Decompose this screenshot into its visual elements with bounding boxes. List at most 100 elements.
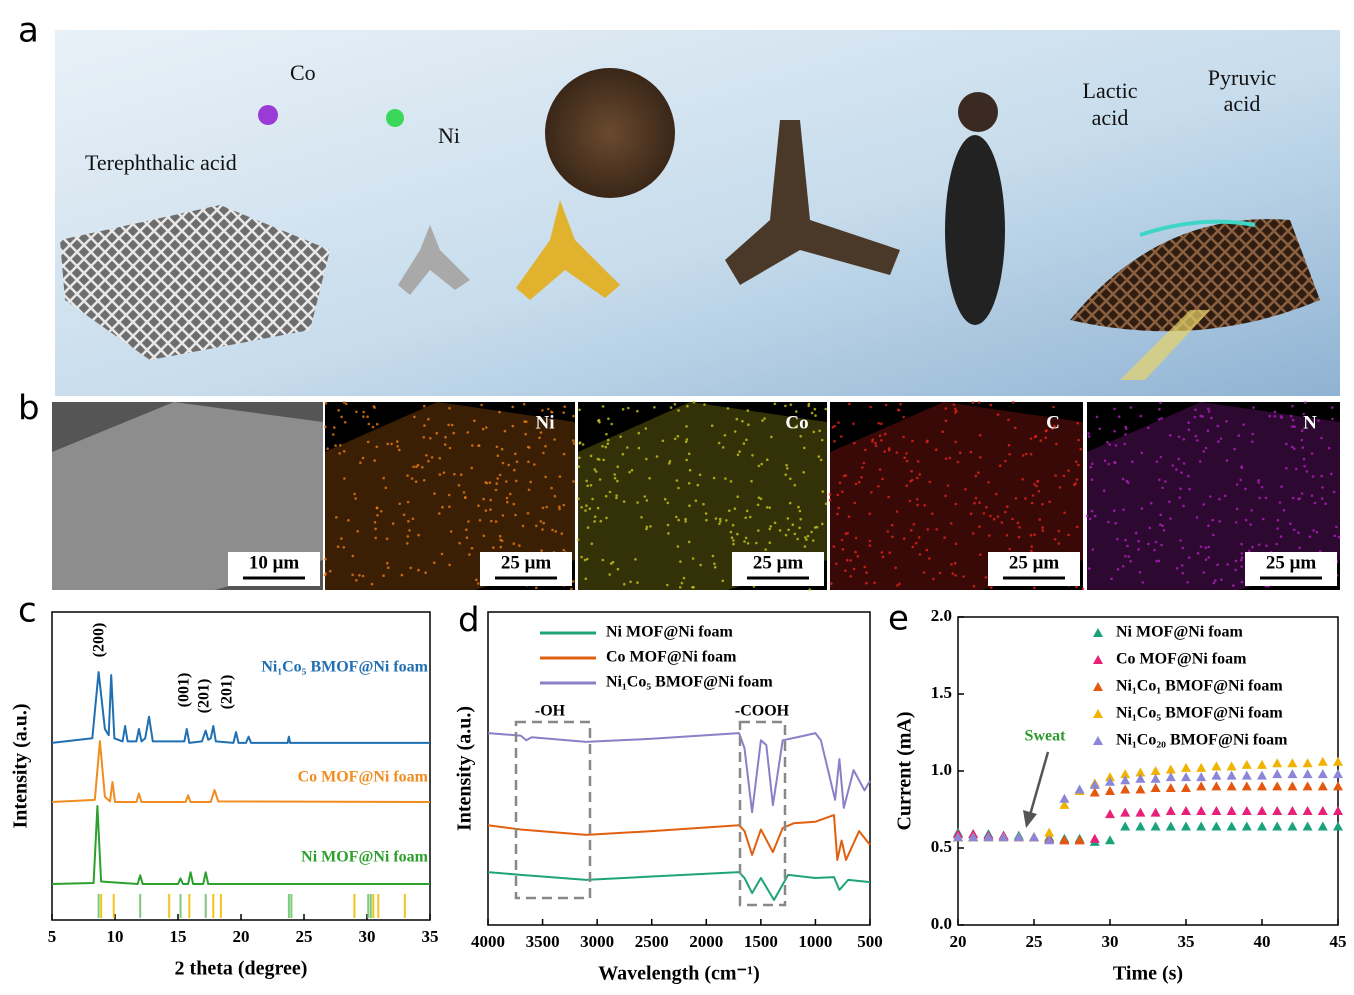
eds-dot [1285, 467, 1288, 470]
eds-dot [344, 421, 347, 424]
eds-dot [594, 515, 597, 518]
eds-dot [870, 491, 873, 494]
element-label: C [1046, 412, 1060, 433]
eds-dot [1088, 567, 1091, 570]
data-point [1090, 834, 1100, 843]
eds-dot [1311, 494, 1314, 497]
eds-dot [945, 407, 948, 410]
eds-dot [453, 473, 456, 476]
eds-dot [1292, 419, 1295, 422]
eds-dot [475, 579, 478, 582]
eds-dot [910, 470, 913, 473]
eds-dot [1265, 545, 1268, 548]
eds-dot [337, 409, 340, 412]
eds-dot [774, 403, 777, 406]
eds-dot [563, 453, 566, 456]
eds-dot [1235, 560, 1238, 563]
eds-dot [1301, 492, 1304, 495]
eds-dot [376, 506, 379, 509]
eds-dot [1208, 410, 1211, 413]
eds-dot [785, 534, 788, 537]
eds-dot [796, 538, 799, 541]
eds-dot [997, 413, 1000, 416]
eds-dot [802, 471, 805, 474]
eds-dot [1055, 443, 1058, 446]
eds-dot [887, 496, 890, 499]
data-point [1166, 772, 1176, 781]
eds-dot [1244, 488, 1247, 491]
eds-dot [769, 528, 772, 531]
y-axis-label: Current (mA) [894, 711, 916, 830]
eds-dot [563, 549, 566, 552]
eds-dot [527, 446, 530, 449]
eds-dot [898, 583, 901, 586]
eds-dot [918, 536, 921, 539]
data-point [1196, 821, 1206, 830]
eds-dot [906, 460, 909, 463]
eds-dot [979, 456, 982, 459]
data-point [1181, 821, 1191, 830]
eds-dot [1150, 502, 1153, 505]
eds-dot [1034, 436, 1037, 439]
eds-dot [997, 515, 1000, 518]
eds-dot [686, 438, 689, 441]
eds-dot [600, 520, 603, 523]
panel-label: e [888, 599, 909, 639]
eds-dot [1183, 438, 1186, 441]
eds-dot [554, 495, 557, 498]
eds-dot [882, 556, 885, 559]
data-point [1075, 835, 1085, 844]
eds-dot [1035, 485, 1038, 488]
data-point [1287, 821, 1297, 830]
eds-dot [1153, 549, 1156, 552]
eds-dot [490, 520, 493, 523]
eds-dot [860, 476, 863, 479]
data-point [1272, 821, 1282, 830]
eds-dot [1088, 435, 1091, 438]
data-point [1075, 784, 1085, 793]
eds-dot [1113, 408, 1116, 411]
eds-dot [769, 541, 772, 544]
x-axis-label: Time (s) [1113, 963, 1183, 985]
eds-dot [1213, 582, 1216, 585]
eds-dot [852, 423, 855, 426]
eds-dot [769, 506, 772, 509]
eds-dot [1239, 479, 1242, 482]
eds-dot [495, 482, 498, 485]
eds-dot [670, 406, 673, 409]
eds-dot [468, 553, 471, 556]
data-point [1105, 786, 1115, 795]
eds-dot [591, 543, 594, 546]
y-tick-label: 2.0 [931, 606, 952, 625]
series-line [488, 872, 870, 900]
eds-dot [605, 433, 608, 436]
eds-dot [616, 465, 619, 468]
legend-label: Ni MOF@Ni foam [1116, 624, 1244, 641]
eds-dot [688, 541, 691, 544]
eds-dot [1251, 441, 1254, 444]
eds-dot [871, 440, 874, 443]
eds-dot [839, 482, 842, 485]
eds-dot [541, 528, 544, 531]
eds-dot [1188, 428, 1191, 431]
eds-dot [978, 401, 981, 404]
data-point [1181, 806, 1191, 815]
eds-dot [617, 568, 620, 571]
eds-dot [1041, 503, 1044, 506]
eds-dot [1058, 530, 1061, 533]
eds-dot [848, 515, 851, 518]
eds-dot [705, 512, 708, 515]
eds-dot [1135, 532, 1138, 535]
x-tick-label: 4000 [471, 932, 505, 951]
eds-dot [376, 514, 379, 517]
eds-dot [492, 546, 495, 549]
eds-dot [789, 477, 792, 480]
eds-dot [406, 474, 409, 477]
eds-dot [1033, 587, 1036, 590]
y-tick-label: 0.5 [931, 837, 952, 856]
eds-dot [1082, 588, 1085, 591]
eds-dot [362, 411, 365, 414]
eds-dot [954, 562, 957, 565]
eds-dot [693, 401, 696, 404]
eds-dot [955, 543, 958, 546]
